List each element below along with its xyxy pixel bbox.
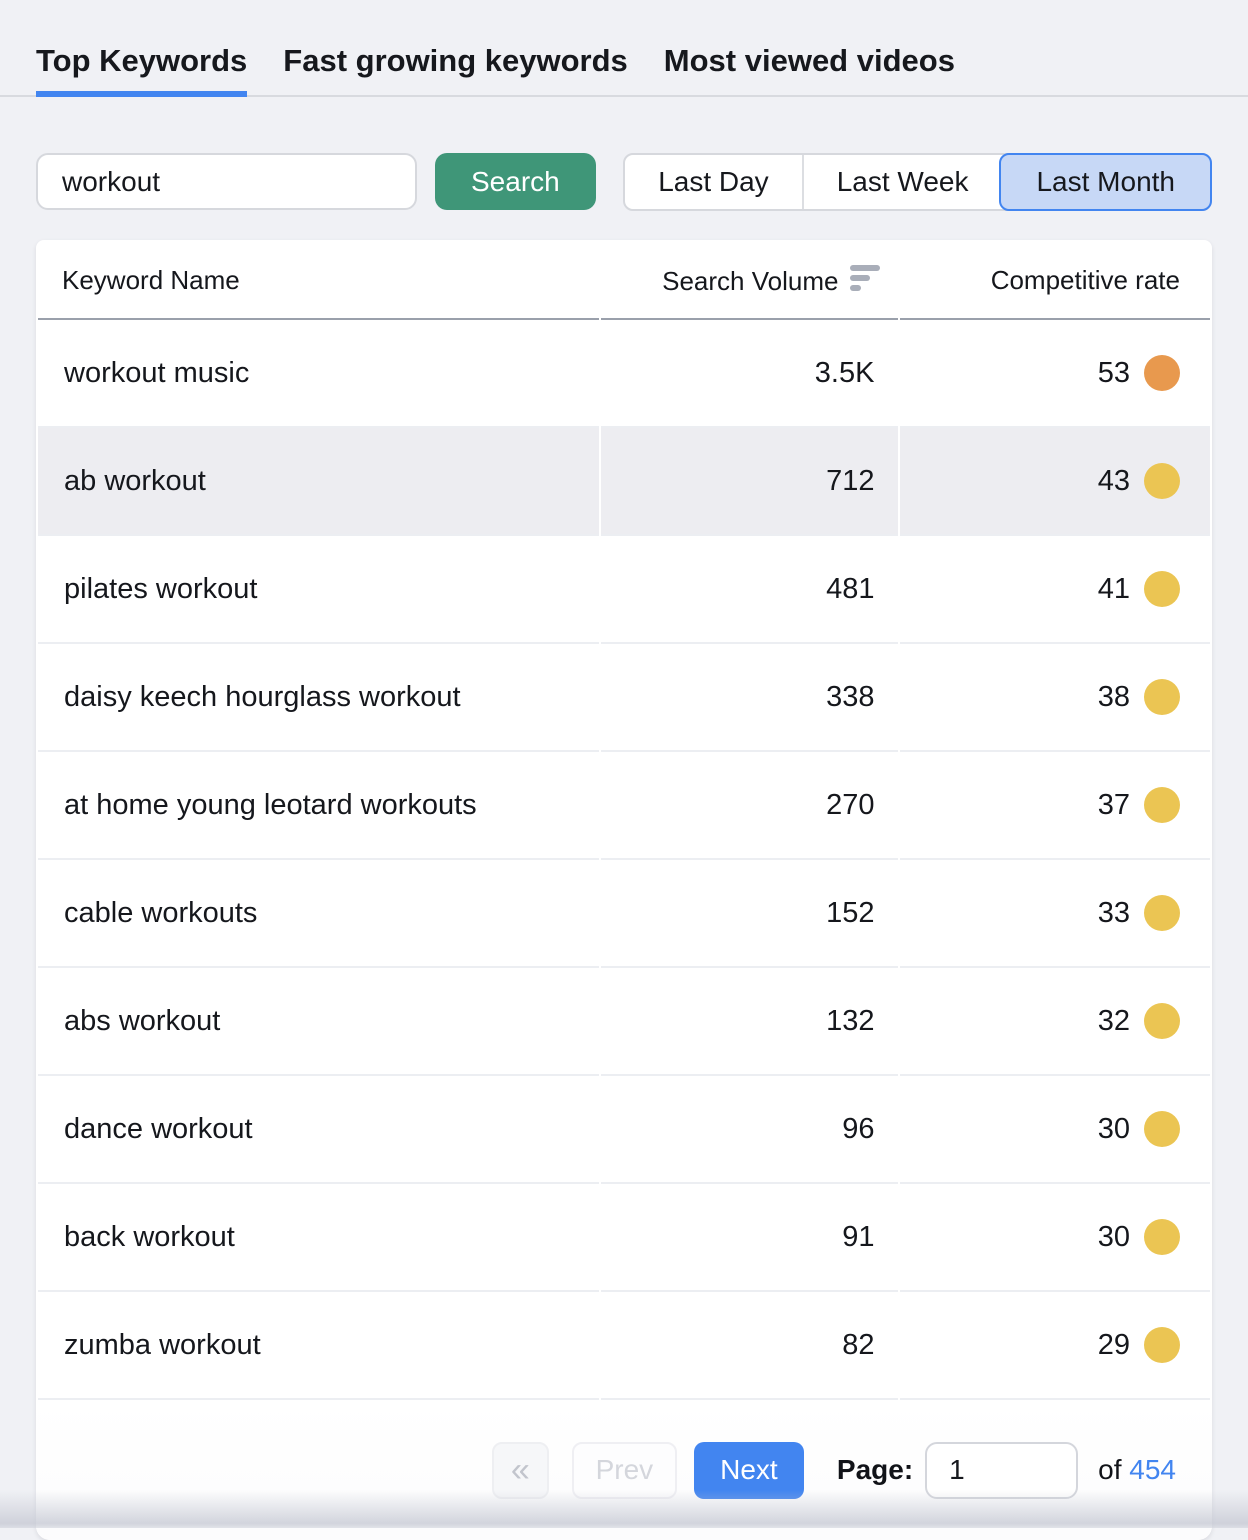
competitive-rate-dot (1144, 355, 1180, 391)
column-header-search-volume[interactable]: Search Volume (600, 240, 899, 320)
search-volume-cell: 96 (600, 1076, 899, 1184)
tab-most-viewed-videos[interactable]: Most viewed videos (663, 43, 955, 78)
keyword-name-cell: cable workouts (38, 860, 599, 968)
table-row[interactable]: daisy keech hourglass workout 338 38 (38, 644, 1210, 752)
search-volume-cell: 3.5K (600, 320, 899, 428)
keyword-name-cell: dance workout (38, 1076, 599, 1184)
competitive-rate-value: 43 (1097, 464, 1130, 497)
keyword-name-cell: back workout (38, 1184, 599, 1292)
competitive-rate-value: 32 (1097, 1004, 1130, 1037)
table-row[interactable]: zumba workout 82 29 (38, 1292, 1210, 1400)
competitive-rate-cell: 37 (900, 752, 1210, 860)
search-volume-cell: 270 (600, 752, 899, 860)
competitive-rate-value: 30 (1097, 1220, 1130, 1253)
search-volume-cell: 91 (600, 1184, 899, 1292)
competitive-rate-value: 33 (1097, 896, 1130, 929)
keywords-table: Keyword Name Search Volume Competitive r… (36, 240, 1212, 1400)
table-body: workout music 3.5K 53 ab workout 712 43 … (38, 320, 1210, 1400)
keyword-name-cell: workout music (38, 320, 599, 428)
competitive-rate-dot (1144, 679, 1180, 715)
competitive-rate-value: 53 (1097, 356, 1130, 389)
search-volume-cell: 152 (600, 860, 899, 968)
search-volume-cell: 132 (600, 968, 899, 1076)
competitive-rate-dot (1144, 1003, 1180, 1039)
keyword-name-cell: daisy keech hourglass workout (38, 644, 599, 752)
time-filter-last-week[interactable]: Last Week (801, 154, 1002, 209)
search-volume-cell: 481 (600, 536, 899, 644)
search-input[interactable] (36, 153, 417, 210)
search-volume-cell: 82 (600, 1292, 899, 1400)
competitive-rate-cell: 38 (900, 644, 1210, 752)
competitive-rate-dot (1144, 895, 1180, 931)
keywords-table-card: Keyword Name Search Volume Competitive r… (36, 240, 1212, 1540)
table-row[interactable]: dance workout 96 30 (38, 1076, 1210, 1184)
table-row[interactable]: abs workout 132 32 (38, 968, 1210, 1076)
time-filter-last-month[interactable]: Last Month (999, 152, 1212, 211)
keyword-name-cell: abs workout (38, 968, 599, 1076)
competitive-rate-value: 38 (1097, 680, 1130, 713)
page-number-input[interactable] (925, 1441, 1079, 1499)
competitive-rate-cell: 43 (900, 428, 1210, 536)
sort-descending-icon[interactable] (850, 265, 882, 292)
search-volume-header-label: Search Volume (662, 266, 839, 296)
pagination-bar: « Prev Next Page: of 454 (36, 1400, 1212, 1540)
competitive-rate-cell: 30 (900, 1076, 1210, 1184)
page-of-text: of 454 (1098, 1454, 1176, 1486)
competitive-rate-value: 30 (1097, 1112, 1130, 1145)
competitive-rate-dot (1144, 787, 1180, 823)
search-volume-cell: 338 (600, 644, 899, 752)
competitive-rate-cell: 29 (900, 1292, 1210, 1400)
table-row[interactable]: pilates workout 481 41 (38, 536, 1210, 644)
competitive-rate-cell: 32 (900, 968, 1210, 1076)
next-page-button[interactable]: Next (693, 1441, 804, 1499)
competitive-rate-cell: 41 (900, 536, 1210, 644)
competitive-rate-value: 41 (1097, 572, 1130, 605)
column-header-competitive-rate: Competitive rate (900, 240, 1210, 320)
keyword-name-cell: at home young leotard workouts (38, 752, 599, 860)
competitive-rate-dot (1144, 463, 1180, 499)
time-filter-last-day[interactable]: Last Day (658, 165, 769, 197)
total-pages-link[interactable]: 454 (1129, 1454, 1176, 1485)
prev-page-button[interactable]: Prev (571, 1441, 677, 1499)
tab-fast-growing-keywords[interactable]: Fast growing keywords (283, 43, 628, 78)
competitive-rate-value: 37 (1097, 788, 1130, 821)
competitive-rate-cell: 33 (900, 860, 1210, 968)
keyword-name-cell: zumba workout (38, 1292, 599, 1400)
table-row[interactable]: at home young leotard workouts 270 37 (38, 752, 1210, 860)
competitive-rate-cell: 30 (900, 1184, 1210, 1292)
tab-bar: Top Keywords Fast growing keywords Most … (0, 0, 1248, 97)
page-label: Page: (836, 1454, 914, 1485)
competitive-rate-value: 29 (1097, 1328, 1130, 1361)
keyword-name-cell: ab workout (38, 428, 599, 536)
time-filter-segmented-control: Last Day Last Week Last Month (623, 152, 1212, 211)
table-row[interactable]: workout music 3.5K 53 (38, 320, 1210, 428)
competitive-rate-dot (1144, 571, 1180, 607)
table-row[interactable]: ab workout 712 43 (38, 428, 1210, 536)
controls-row: Search Last Day Last Week Last Month (36, 152, 1212, 211)
table-row[interactable]: cable workouts 152 33 (38, 860, 1210, 968)
of-label: of (1098, 1454, 1122, 1485)
table-header-row: Keyword Name Search Volume Competitive r… (38, 240, 1210, 320)
column-header-keyword-name: Keyword Name (38, 240, 599, 320)
search-volume-cell: 712 (600, 428, 899, 536)
competitive-rate-dot (1144, 1327, 1180, 1363)
table-row[interactable]: back workout 91 30 (38, 1184, 1210, 1292)
competitive-rate-dot (1144, 1111, 1180, 1147)
tab-top-keywords[interactable]: Top Keywords (36, 40, 248, 97)
competitive-rate-dot (1144, 1219, 1180, 1255)
first-page-button[interactable]: « (491, 1441, 549, 1499)
competitive-rate-cell: 53 (900, 320, 1210, 428)
search-button[interactable]: Search (435, 153, 596, 210)
keyword-name-cell: pilates workout (38, 536, 599, 644)
